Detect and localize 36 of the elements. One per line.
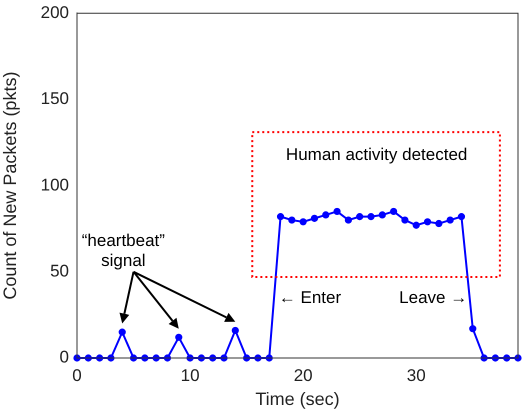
- x-tick-label: 0: [72, 366, 82, 385]
- point: [288, 216, 296, 224]
- point: [344, 216, 352, 224]
- annotation: Leave →: [399, 288, 468, 308]
- point: [367, 213, 375, 220]
- x-tick-label: 30: [406, 366, 426, 385]
- point: [458, 213, 466, 220]
- point: [322, 211, 330, 219]
- point: [401, 216, 409, 224]
- x-axis-title: Time (sec): [255, 389, 340, 410]
- annotation: “heartbeat” signal: [80, 231, 166, 272]
- point: [356, 213, 364, 220]
- point: [333, 208, 341, 216]
- point: [310, 214, 318, 222]
- point: [424, 218, 432, 226]
- point: [469, 325, 476, 332]
- point: [118, 328, 126, 336]
- x-tick-label: 20: [294, 366, 313, 385]
- point: [446, 216, 454, 224]
- point: [412, 222, 420, 229]
- y-tick-label: 150: [40, 89, 69, 108]
- y-tick-label: 100: [40, 175, 69, 194]
- y-tick-label: 0: [60, 348, 69, 367]
- annotation: ← Enter: [278, 288, 342, 308]
- point: [378, 211, 386, 219]
- point: [435, 220, 442, 228]
- point: [175, 334, 182, 341]
- point: [232, 326, 239, 334]
- y-axis-title: Count of New Packets (pkts): [0, 72, 20, 300]
- x-tick-label: 10: [180, 366, 200, 385]
- point: [390, 208, 398, 216]
- y-tick-label: 50: [50, 261, 69, 280]
- y-tick-label: 200: [40, 2, 69, 22]
- point: [276, 213, 284, 220]
- annotation: Human activity detected: [286, 144, 468, 165]
- point: [300, 218, 307, 226]
